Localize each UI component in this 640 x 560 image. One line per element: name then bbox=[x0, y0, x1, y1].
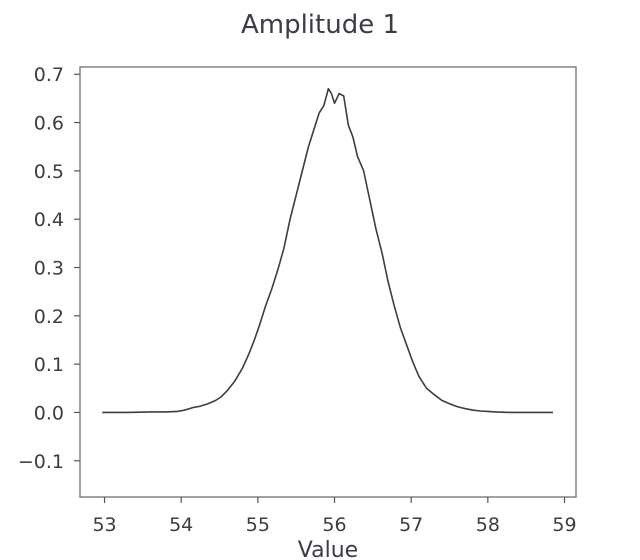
y-tick-label: 0.6 bbox=[34, 113, 64, 135]
y-tick-label: 0.2 bbox=[34, 306, 64, 328]
plot-area: 53 54 55 56 57 58 59 −0.1 0.0 0.1 0.2 0.3 0.4 0.5 0.6… bbox=[18, 64, 577, 536]
x-tick-label: 53 bbox=[92, 514, 116, 536]
x-tick-label: 56 bbox=[322, 514, 346, 536]
y-tick-label: 0.7 bbox=[34, 64, 64, 86]
y-tick-label: 0.4 bbox=[34, 209, 64, 231]
chart-title: Amplitude 1 bbox=[241, 10, 399, 40]
series-group bbox=[102, 87, 553, 414]
y-tick-label: −0.1 bbox=[18, 451, 64, 473]
y-tick-label: 0.0 bbox=[34, 402, 64, 424]
x-tick-label: 59 bbox=[552, 514, 576, 536]
x-tick-label: 55 bbox=[246, 514, 270, 536]
x-axis-ticks: 53 54 55 56 57 58 59 bbox=[92, 497, 577, 536]
y-axis-ticks: −0.1 0.0 0.1 0.2 0.3 0.4 0.5 0.6 0.7 bbox=[18, 64, 80, 473]
y-tick-label: 0.1 bbox=[34, 354, 64, 376]
y-tick-label: 0.3 bbox=[34, 258, 64, 280]
x-tick-label: 54 bbox=[169, 514, 193, 536]
series-line bbox=[102, 87, 553, 414]
x-axis-label: Value bbox=[298, 538, 358, 560]
x-tick-label: 57 bbox=[399, 514, 423, 536]
plot-frame bbox=[79, 66, 577, 498]
x-tick-label: 58 bbox=[476, 514, 500, 536]
y-tick-label: 0.5 bbox=[34, 161, 64, 183]
